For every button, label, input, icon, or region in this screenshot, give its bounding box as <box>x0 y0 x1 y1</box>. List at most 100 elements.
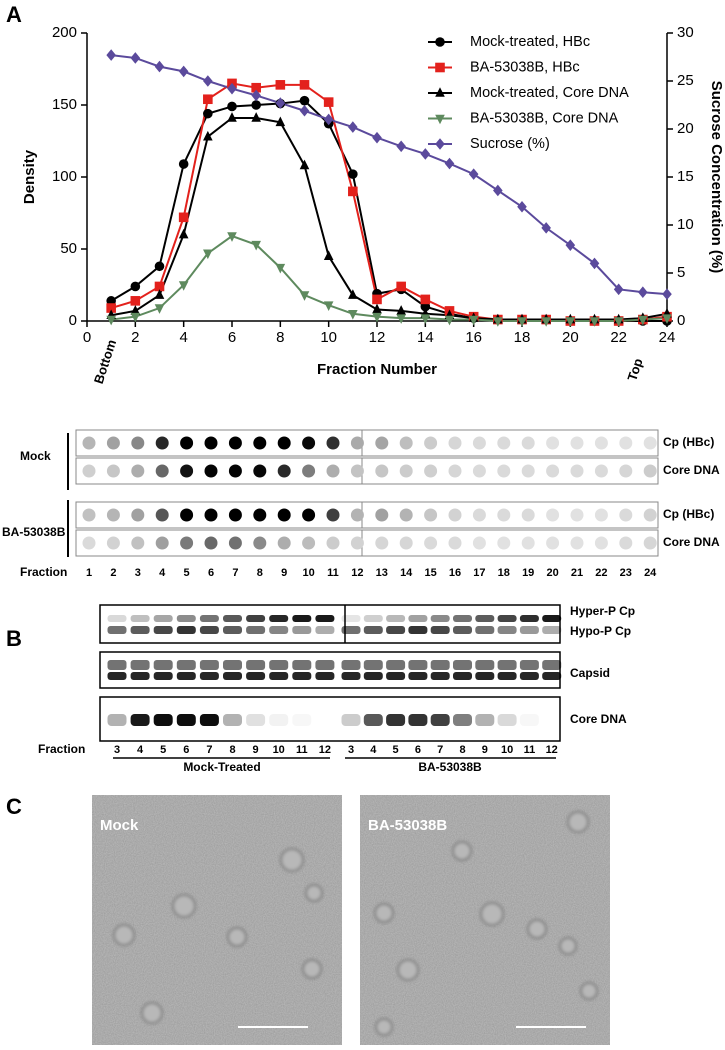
dot <box>277 536 291 550</box>
annotation: Bottom <box>91 338 119 386</box>
band <box>153 714 173 726</box>
band <box>475 660 495 670</box>
band <box>386 615 406 622</box>
fraction-label: 21 <box>571 567 583 579</box>
x-tick-label: 12 <box>369 329 386 346</box>
y2-tick-label: 25 <box>677 72 694 89</box>
dot <box>570 464 584 478</box>
band <box>408 660 428 670</box>
band <box>386 714 406 726</box>
dot <box>228 436 242 450</box>
marker <box>517 317 527 327</box>
dot <box>326 464 340 478</box>
x-tick-label: 16 <box>465 329 482 346</box>
fraction-label: 23 <box>620 567 632 579</box>
dot <box>131 436 145 450</box>
marker <box>420 294 431 305</box>
dot <box>619 536 633 550</box>
marker <box>420 314 431 324</box>
fraction-label: 13 <box>376 567 388 579</box>
band <box>223 714 242 726</box>
band <box>315 672 335 680</box>
band <box>107 626 127 634</box>
fraction-label: 15 <box>424 567 436 579</box>
image-label: Mock <box>100 817 139 834</box>
plot <box>86 33 668 322</box>
dot <box>521 464 535 478</box>
dot <box>497 536 511 550</box>
dot <box>594 464 608 478</box>
band <box>107 660 127 670</box>
marker <box>323 301 334 311</box>
band <box>453 672 472 680</box>
band <box>341 672 361 680</box>
band <box>315 615 335 622</box>
dot <box>180 508 194 522</box>
band <box>475 626 495 634</box>
marker <box>203 75 213 87</box>
dot <box>302 464 316 478</box>
marker <box>299 291 310 301</box>
dot <box>106 536 120 550</box>
marker <box>348 310 358 320</box>
y2-tick-label: 10 <box>677 216 694 233</box>
dot <box>594 536 608 550</box>
marker <box>275 97 286 109</box>
marker <box>444 157 455 170</box>
fraction-label: 22 <box>595 567 607 579</box>
fraction-label: 4 <box>159 567 166 579</box>
dot <box>546 508 560 522</box>
dot <box>619 508 633 522</box>
legend-label: BA-53038B, HBc <box>470 59 580 75</box>
marker <box>178 212 189 223</box>
marker <box>227 232 237 242</box>
dot <box>155 436 169 450</box>
dot <box>131 536 145 550</box>
dot <box>375 536 389 550</box>
lane-label: 10 <box>501 744 513 756</box>
dot <box>326 536 340 550</box>
dot <box>594 508 608 522</box>
band <box>107 615 127 622</box>
band <box>453 660 472 670</box>
band <box>363 615 383 622</box>
marker <box>323 250 334 260</box>
marker <box>227 112 237 122</box>
band <box>223 626 242 634</box>
y2-tick-label: 15 <box>677 168 694 185</box>
marker <box>541 222 551 234</box>
dot <box>619 436 633 450</box>
band <box>430 626 450 634</box>
dot <box>424 436 438 450</box>
dot <box>82 536 96 550</box>
lane-label: 5 <box>160 744 166 756</box>
band <box>153 615 173 622</box>
dot-blot-frames <box>75 429 659 557</box>
band <box>246 660 266 670</box>
band <box>199 615 219 622</box>
lane-label: 11 <box>524 744 536 756</box>
fraction-label: 8 <box>257 567 263 579</box>
x-tick-label: 4 <box>179 329 187 346</box>
band <box>430 660 450 670</box>
marker <box>396 305 406 315</box>
dot <box>472 464 486 478</box>
band <box>269 714 289 726</box>
band <box>519 672 539 680</box>
dot <box>497 436 511 450</box>
band <box>363 626 383 634</box>
band <box>246 615 266 622</box>
band <box>130 615 150 622</box>
dot <box>106 464 120 478</box>
dot <box>472 536 486 550</box>
band <box>153 672 173 680</box>
marker <box>493 317 503 327</box>
band <box>130 672 150 680</box>
lane-label: 12 <box>319 744 331 756</box>
marker <box>396 140 406 153</box>
band <box>542 626 562 634</box>
marker <box>372 294 382 305</box>
marker <box>420 148 431 160</box>
marker <box>589 257 600 270</box>
dot <box>643 508 657 522</box>
